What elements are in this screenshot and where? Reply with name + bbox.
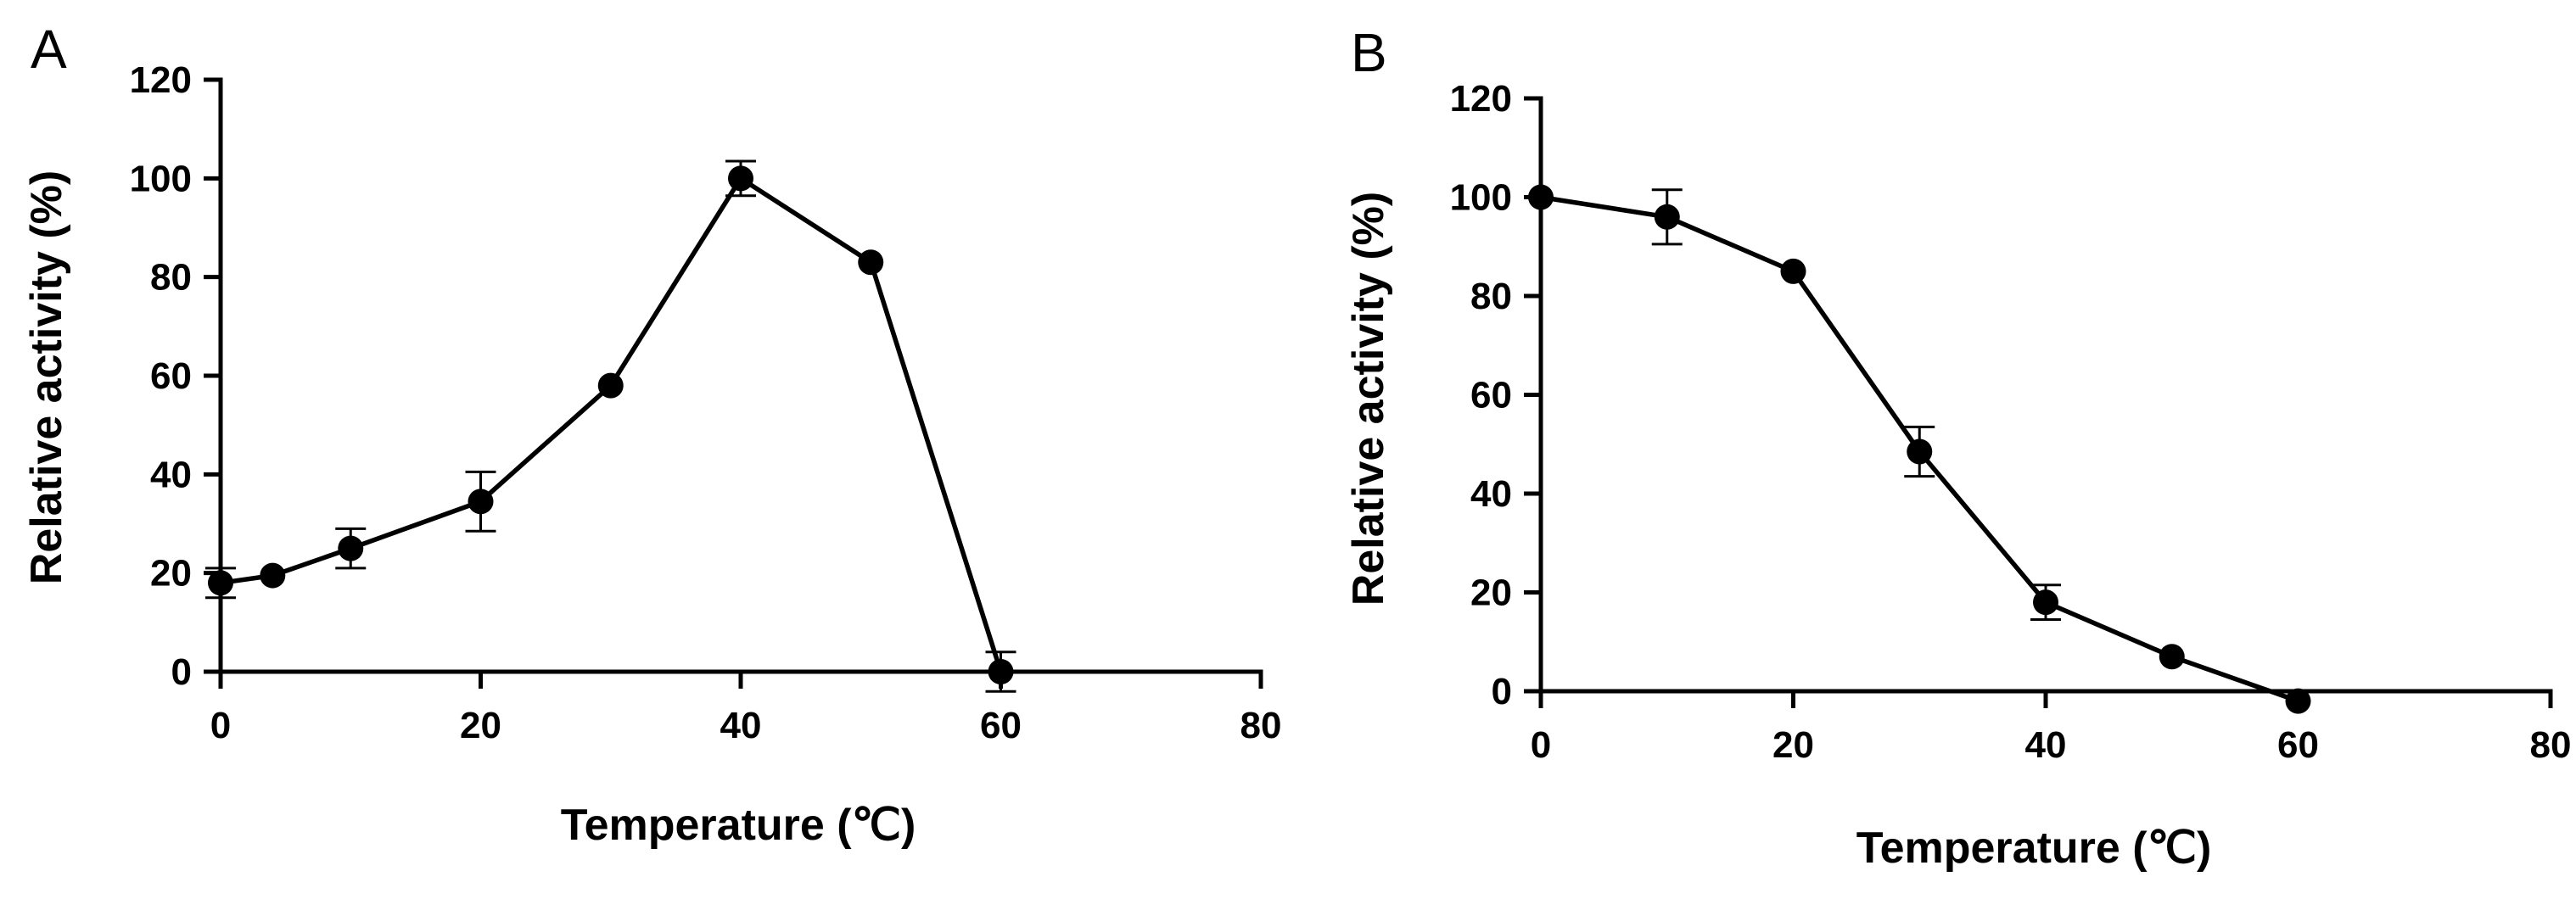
- panel-a-x-tick-label: 40: [720, 705, 762, 746]
- panel-a-data-point: [988, 659, 1014, 684]
- panel-b-y-tick-label: 60: [1470, 375, 1512, 416]
- panel-b-y-tick-label: 100: [1450, 177, 1512, 219]
- panel-a-y-tick-label: 0: [171, 651, 192, 693]
- panel-a-data-point: [597, 372, 624, 399]
- panel-b-data-point: [1528, 184, 1554, 210]
- panel-a-letter: A: [31, 19, 67, 80]
- panel-a-y-tick-label: 120: [130, 59, 192, 101]
- panel-a-y-tick-label: 60: [150, 355, 192, 397]
- panel-b-x-axis-title: Temperature (℃): [1856, 824, 2212, 873]
- panel-a-chart: A 0 20 40 60 80 100 120 0 20 40 60 80 Temperature (…: [22, 19, 1281, 850]
- panel-a-series-line: [220, 176, 1004, 673]
- panel-a-data-point: [260, 562, 286, 589]
- panel-b-y-tick-label: 80: [1470, 276, 1512, 317]
- panel-a-data-point: [468, 489, 494, 515]
- panel-a-y-tick-label: 80: [150, 257, 192, 299]
- panel-b-chart: B 0 20 40 60 80 100 120 0 20 40 60 80 Temperature (…: [1344, 22, 2571, 873]
- panel-b-x-tick-label: 0: [1531, 724, 1551, 766]
- panel-b-data-point: [1780, 258, 1806, 284]
- panel-b-data-point: [1654, 204, 1680, 230]
- panel-a-x-axis-title: Temperature (℃): [561, 801, 916, 850]
- panel-a-data-point: [208, 570, 233, 596]
- panel-a-y-tick-label: 40: [150, 454, 192, 495]
- panel-b-data-point: [2033, 589, 2058, 616]
- panel-b-y-tick-label: 20: [1470, 572, 1512, 614]
- panel-a-x-tick-label: 60: [980, 705, 1022, 746]
- panel-a-x-tick-label: 20: [460, 705, 501, 746]
- panel-b-y-tick-label: 120: [1450, 78, 1512, 120]
- panel-b-x-tick-label: 60: [2277, 724, 2319, 766]
- panel-b-y-tick-label: 40: [1470, 473, 1512, 515]
- panel-b-x-tick-label: 80: [2530, 724, 2572, 766]
- panel-b-letter: B: [1351, 22, 1387, 83]
- panel-b-y-tick-label: 0: [1492, 671, 1512, 712]
- panel-b-data-point: [2285, 688, 2311, 714]
- panel-a-y-tick-label: 20: [150, 553, 192, 595]
- panel-a-y-tick-label: 100: [130, 158, 192, 199]
- panel-b-data-point: [2159, 644, 2185, 670]
- panel-a-x-tick-label: 0: [210, 705, 231, 746]
- panel-a-data-point: [338, 535, 364, 561]
- panel-a-y-axis-title: Relative activity (%): [22, 170, 71, 584]
- panel-b-data-point: [1907, 438, 1933, 465]
- panel-a-data-point: [728, 165, 753, 192]
- panel-a-data-point: [858, 249, 884, 276]
- panel-b-y-axis-title: Relative activity (%): [1344, 192, 1393, 606]
- panel-b-x-tick-label: 20: [1772, 724, 1814, 766]
- panel-b-x-tick-label: 40: [2025, 724, 2067, 766]
- panel-a-x-tick-label: 80: [1240, 705, 1282, 746]
